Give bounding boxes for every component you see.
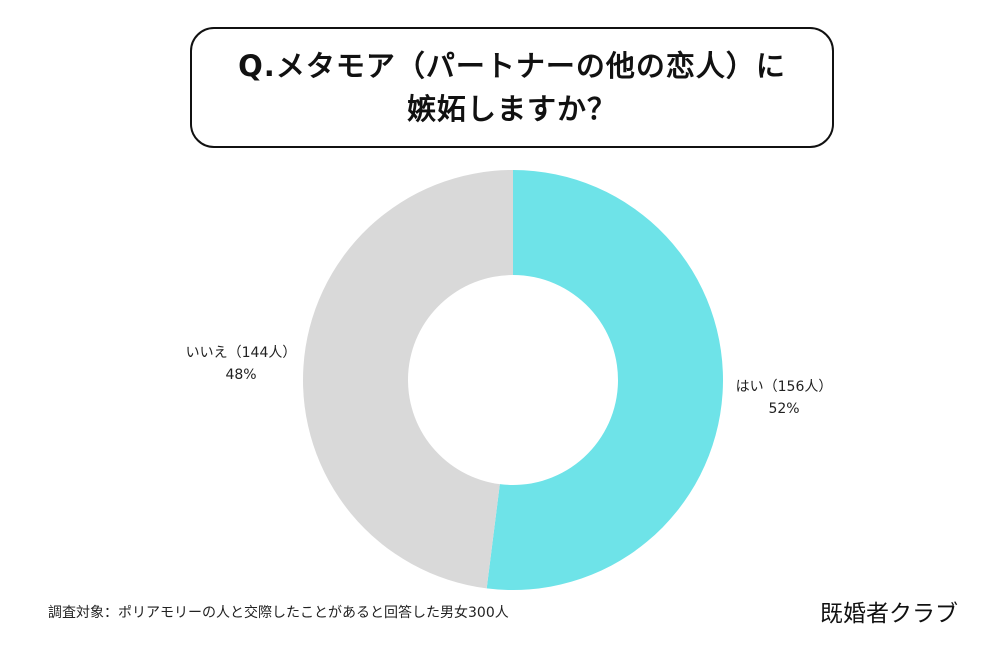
question-title-line-1: Q.メタモア（パートナーの他の恋人）に	[238, 48, 786, 83]
question-title-line-2: 嫉妬しますか？	[406, 91, 617, 126]
slice-label-no: いいえ（144人） 48%	[166, 342, 316, 386]
slice-label-no-percent: 48%	[225, 367, 257, 383]
brand-logo-text: 既婚者クラブ	[820, 601, 958, 627]
survey-footnote: 調査対象：ポリアモリーの人と交際したことがあると回答した男女300人	[48, 605, 509, 621]
donut-slice-no	[302, 170, 513, 589]
slice-label-yes-count: （156人）	[763, 379, 833, 395]
slice-label-yes-percent: 52%	[768, 401, 800, 417]
slice-label-no-count: （144人）	[227, 345, 297, 361]
slice-label-no-text: いいえ	[185, 345, 228, 361]
donut-slice-yes	[486, 170, 723, 590]
question-title-box: Q.メタモア（パートナーの他の恋人）に 嫉妬しますか？	[190, 27, 834, 148]
slice-label-yes: はい（156人） 52%	[724, 376, 844, 420]
slice-label-yes-text: はい	[735, 379, 764, 395]
